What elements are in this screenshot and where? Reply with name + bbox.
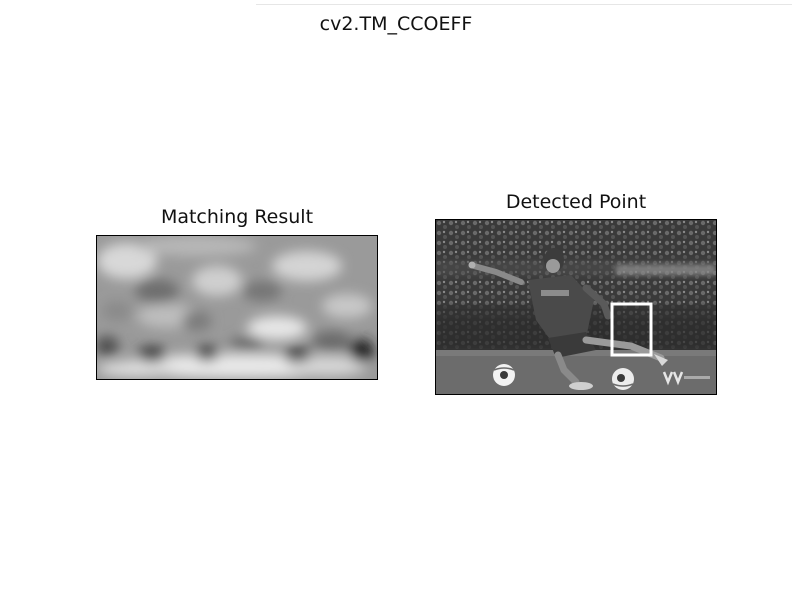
top-divider [256, 4, 792, 5]
detected-point-title: Detected Point [505, 191, 647, 213]
figure-suptitle: cv2.TM_CCOEFF [319, 13, 473, 35]
detection-box [610, 302, 653, 357]
detected-point-panel [435, 219, 717, 395]
matching-result-title: Matching Result [160, 206, 314, 228]
matching-result-panel [96, 235, 378, 380]
matching-result-heatmap [97, 236, 377, 379]
detected-point-photo [436, 220, 716, 394]
